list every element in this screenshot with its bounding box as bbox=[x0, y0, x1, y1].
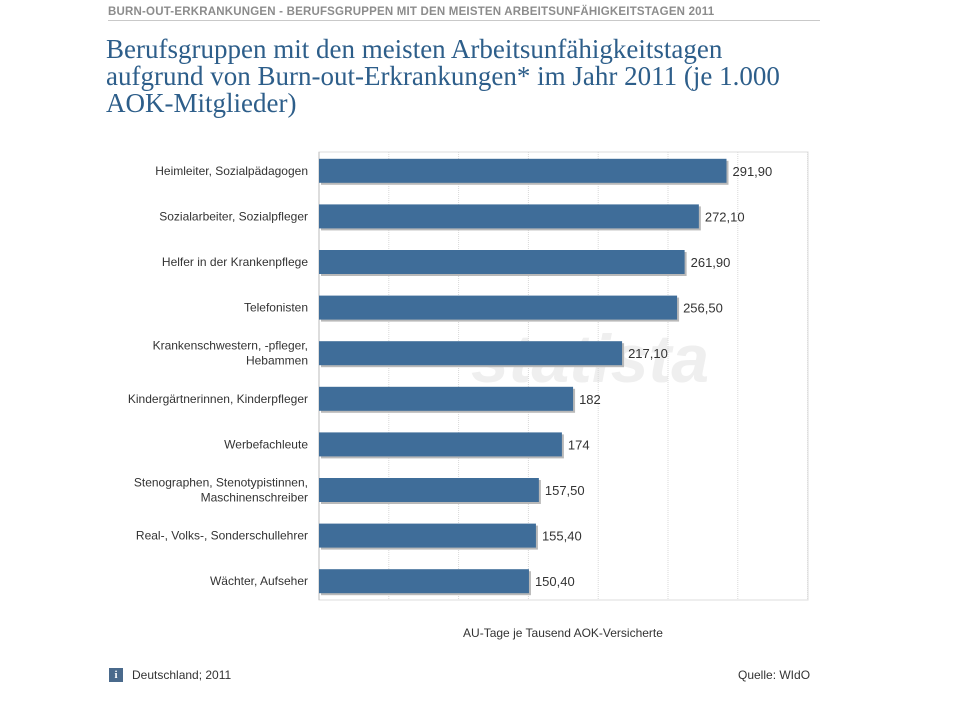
bar bbox=[319, 341, 622, 365]
info-icon[interactable]: i bbox=[109, 668, 123, 682]
bar bbox=[319, 159, 726, 183]
value-label: 155,40 bbox=[542, 529, 582, 544]
category-label: Maschinenschreiber bbox=[201, 491, 308, 505]
bar bbox=[319, 524, 536, 548]
value-label: 157,50 bbox=[545, 483, 585, 498]
category-label: Real-, Volks-, Sonderschullehrer bbox=[136, 529, 308, 543]
value-label: 150,40 bbox=[535, 574, 575, 589]
category-label: Sozialarbeiter, Sozialpfleger bbox=[159, 209, 308, 223]
x-axis-title: AU-Tage je Tausend AOK-Versicherte bbox=[463, 626, 663, 640]
footer-source: Quelle: WIdO bbox=[738, 668, 810, 682]
footer-region: Deutschland; 2011 bbox=[132, 668, 231, 682]
category-label: Krankenschwestern, -pfleger, bbox=[153, 339, 308, 353]
bar bbox=[319, 387, 573, 411]
bar bbox=[319, 432, 562, 456]
category-label: Stenographen, Stenotypistinnen, bbox=[134, 476, 308, 490]
bar bbox=[319, 250, 685, 274]
category-label: Werbefachleute bbox=[224, 437, 308, 451]
bar bbox=[319, 569, 529, 593]
value-label: 291,90 bbox=[732, 164, 772, 179]
bar-chart: statistaHeimleiter, Sozialpädagogen291,9… bbox=[0, 0, 960, 720]
category-label: Heimleiter, Sozialpädagogen bbox=[155, 164, 308, 178]
value-label: 217,10 bbox=[628, 346, 668, 361]
bar bbox=[319, 296, 677, 320]
value-label: 256,50 bbox=[683, 301, 723, 316]
value-label: 261,90 bbox=[691, 255, 731, 270]
category-label: Hebammen bbox=[246, 354, 308, 368]
bar bbox=[319, 478, 539, 502]
value-label: 272,10 bbox=[705, 209, 745, 224]
value-label: 182 bbox=[579, 392, 601, 407]
category-label: Helfer in der Krankenpflege bbox=[162, 255, 308, 269]
category-label: Wächter, Aufseher bbox=[210, 574, 308, 588]
category-label: Telefonisten bbox=[244, 301, 308, 315]
category-label: Kindergärtnerinnen, Kinderpfleger bbox=[128, 392, 308, 406]
bar bbox=[319, 204, 699, 228]
value-label: 174 bbox=[568, 437, 590, 452]
